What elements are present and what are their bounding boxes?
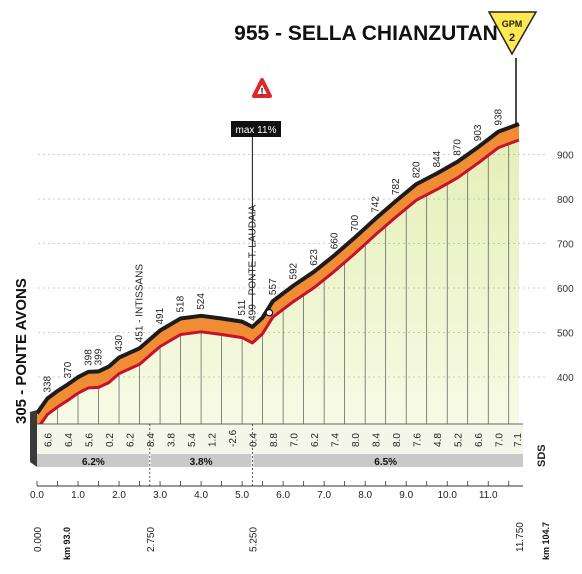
y-tick-label: 500 — [557, 329, 574, 340]
x-tick-label: 0.0 — [30, 490, 44, 501]
distance-label: 2.750 — [146, 527, 157, 552]
elevation-label: 623 — [309, 249, 320, 266]
distance-label: 5.250 — [248, 527, 259, 552]
segment-gradient-label: 4.8 — [433, 433, 444, 447]
profile-top-edge — [35, 122, 520, 415]
segment-gradient-label: 5.4 — [187, 433, 198, 447]
elevation-label: 499 - PONTE T. LAUDAIA — [247, 205, 258, 321]
segment-gradient-label: 8.0 — [392, 433, 403, 447]
elevation-label: 399 — [94, 348, 105, 365]
gpm-badge: GPM 2 — [487, 11, 538, 56]
y-tick-label: 800 — [557, 195, 574, 206]
elevation-label: 398 — [83, 349, 94, 366]
segment-gradient-label: 6.4 — [64, 433, 75, 447]
elevation-label: 370 — [63, 361, 74, 378]
segment-gradient-label: 6.2 — [125, 433, 136, 447]
elevation-label: 782 — [391, 178, 402, 195]
elevation-label: 870 — [453, 139, 464, 156]
segment-gradient-label: 6.2 — [310, 433, 321, 447]
km-end-label: km 104.7 — [541, 522, 551, 560]
x-tick-label: 8.0 — [358, 490, 372, 501]
y-tick-label: 400 — [557, 373, 574, 384]
elevation-label: 511 — [237, 299, 248, 315]
segment-gradient-label: 1.2 — [207, 433, 218, 447]
gpm-category: 2 — [509, 32, 515, 44]
profile-area — [37, 140, 519, 430]
y-tick-label: 900 — [557, 151, 574, 162]
segment-gradient-label: 8.4 — [371, 433, 382, 447]
sector-gradient-bar — [37, 454, 523, 467]
segment-gradient-label: 7.0 — [289, 433, 300, 447]
x-tick-label: 4.0 — [194, 490, 208, 501]
segment-gradient-label: 7.6 — [412, 433, 423, 447]
x-tick-label: 5.0 — [235, 490, 249, 501]
elevation-label: 451 - INTISSANS — [135, 264, 146, 343]
x-tick-label: 11.0 — [479, 490, 498, 501]
sector-gradient-label: 6.2% — [82, 457, 105, 468]
gpm-label: GPM — [502, 19, 523, 29]
max-gradient-dot — [265, 308, 274, 317]
y-tick-label: 600 — [557, 284, 574, 295]
segment-gradient-label: 6.6 — [474, 433, 485, 447]
profile-bottom-edge — [35, 138, 520, 431]
chart-title: 955 - SELLA CHIANZUTAN — [234, 22, 498, 45]
km-start-label: km 93.0 — [62, 527, 72, 560]
distance-label: 11.750 — [515, 522, 526, 552]
segment-gradient-label: 6.6 — [43, 433, 54, 447]
segment-gradient-label: 3.8 — [166, 433, 177, 447]
elevation-label: 518 — [176, 295, 187, 312]
elevation-label: 844 — [432, 150, 443, 167]
segment-gradient-strip — [37, 424, 523, 454]
x-tick-label: 9.0 — [399, 490, 413, 501]
segment-gradient-label: 5.2 — [454, 433, 465, 447]
x-tick-label: 7.0 — [317, 490, 331, 501]
elevation-label: 903 — [473, 124, 484, 141]
start-block — [30, 410, 37, 467]
elevation-label: 524 — [196, 293, 207, 310]
elevation-label: 700 — [350, 214, 361, 231]
x-tick-label: 2.0 — [112, 490, 126, 501]
elevation-label: 660 — [329, 232, 340, 249]
sector-gradient-label: 3.8% — [190, 457, 213, 468]
max-gradient-marker: ! max 11% — [231, 78, 281, 137]
segment-gradient-label: 7.1 — [513, 433, 524, 447]
elevation-label: 338 — [42, 375, 53, 392]
segment-gradient-label: 8.4 — [146, 433, 157, 447]
y-tick-label: 700 — [557, 240, 574, 251]
max-gradient-label: max 11% — [236, 125, 277, 136]
elevation-label: 430 — [114, 334, 125, 351]
warning-triangle-icon — [252, 78, 272, 98]
x-tick-label: 10.0 — [437, 490, 457, 501]
sds-logo: SDS — [536, 444, 548, 467]
elevation-label: 592 — [288, 262, 299, 279]
x-tick-label: 3.0 — [153, 490, 167, 501]
elevation-label: 742 — [370, 196, 381, 213]
elevation-label: 557 — [268, 278, 279, 295]
segment-gradient-label: 8.8 — [269, 433, 280, 447]
segment-gradient-label: 5.6 — [84, 433, 95, 447]
segment-gradient-label: -2.6 — [228, 429, 239, 447]
elevation-label: 491 — [155, 307, 166, 324]
x-tick-label: 6.0 — [276, 490, 290, 501]
segment-gradient-label: 0.2 — [105, 433, 116, 447]
warning-exclamation-icon: ! — [260, 87, 263, 98]
start-location-label: 305 - PONTE AVONS — [13, 278, 30, 424]
segment-gradient-label: 8.0 — [351, 433, 362, 447]
distance-label: 0.000 — [33, 527, 44, 552]
segment-gradient-label: 7.4 — [330, 433, 341, 447]
segment-gradient-label: 0.4 — [248, 433, 259, 447]
elevation-label: 820 — [411, 161, 422, 178]
elevation-label: 938 — [494, 108, 505, 125]
max-gradient-box — [231, 121, 281, 137]
x-tick-label: 1.0 — [71, 490, 85, 501]
segment-gradient-label: 7.0 — [495, 433, 506, 447]
sector-gradient-label: 6.5% — [374, 457, 397, 468]
